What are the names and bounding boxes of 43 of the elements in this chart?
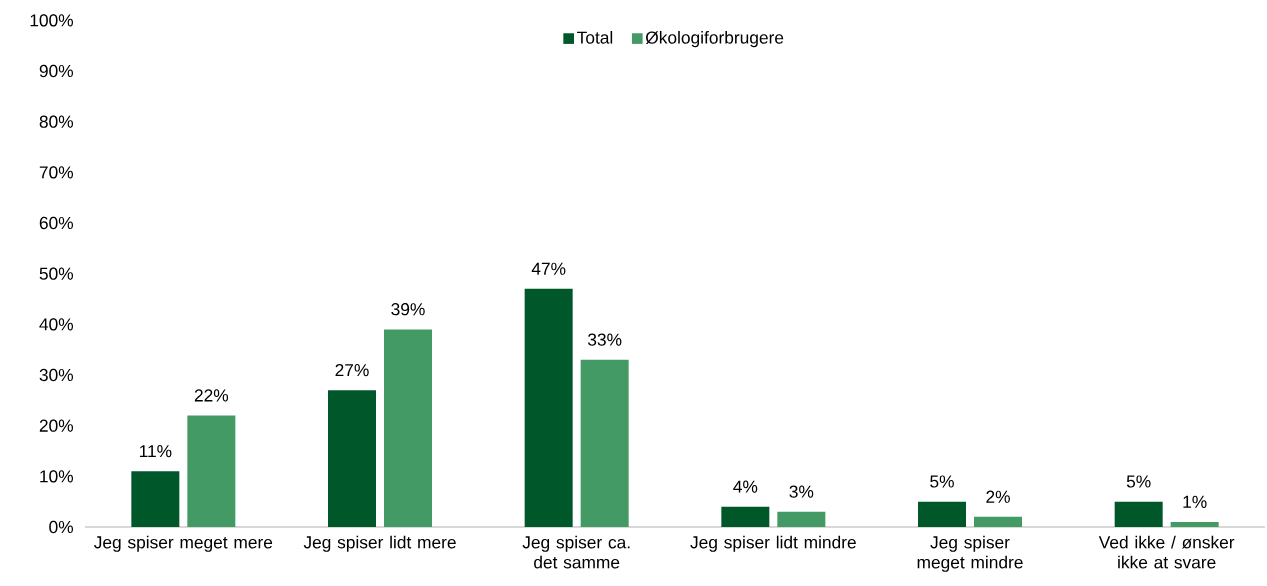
- data-label: 33%: [587, 333, 622, 346]
- y-tick-label: 90%: [39, 64, 74, 78]
- x-tick-label: Jeg spiser meget mindre: [917, 535, 1023, 572]
- y-tick-label: 70%: [39, 166, 74, 179]
- data-label: 2%: [986, 490, 1010, 503]
- legend-label: Total: [577, 30, 613, 44]
- x-tick-label: Jeg spiser lidt mere: [303, 535, 456, 552]
- bar: [918, 501, 966, 527]
- bar: [187, 415, 236, 527]
- y-tick-label: 0%: [49, 520, 74, 534]
- data-label: 5%: [930, 475, 954, 488]
- y-tick-label: 80%: [39, 115, 74, 128]
- bar: [328, 390, 376, 527]
- y-tick-label: 100%: [30, 14, 74, 27]
- y-tick-label: 50%: [39, 267, 74, 280]
- data-label: 5%: [1126, 475, 1151, 488]
- bar: [974, 516, 1022, 527]
- x-tick-label: Jeg spiser meget mere: [94, 535, 273, 552]
- data-label: 39%: [391, 303, 425, 316]
- bar: [721, 506, 770, 527]
- y-tick-label: 10%: [40, 470, 74, 483]
- data-label: 4%: [733, 480, 758, 493]
- y-tick-label: 40%: [39, 318, 74, 331]
- x-tick-label: Ved ikke / ønsker ikke at svare: [1098, 535, 1235, 569]
- y-tick-label: 30%: [39, 368, 74, 382]
- data-label: 3%: [789, 485, 814, 498]
- data-label: 11%: [139, 445, 172, 458]
- bar: [131, 471, 180, 527]
- bar: [1170, 521, 1219, 527]
- y-tick-label: 60%: [39, 216, 74, 230]
- bar: [777, 511, 826, 527]
- data-label: 47%: [531, 262, 566, 275]
- x-tick-label: Jeg spiser ca. det samme: [522, 535, 630, 569]
- legend-label: Økologiforbrugere: [645, 30, 784, 48]
- bar: [580, 359, 629, 527]
- bar: [524, 288, 573, 527]
- y-tick-label: 20%: [39, 419, 74, 432]
- bar: [384, 329, 433, 527]
- bar: [1114, 501, 1163, 527]
- data-label: 1%: [1183, 495, 1207, 508]
- data-label: 22%: [194, 389, 229, 402]
- data-label: 27%: [335, 363, 369, 377]
- x-tick-label: Jeg spiser lidt mindre: [690, 535, 856, 552]
